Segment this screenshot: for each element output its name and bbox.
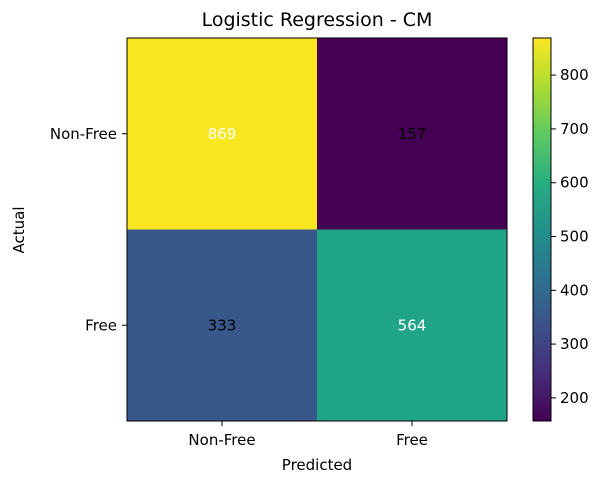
heatmap-cell (317, 229, 507, 421)
colorbar-tick-label: 200 (560, 389, 589, 407)
heatmap-cells (127, 38, 507, 421)
colorbar-tick-label: 300 (560, 335, 589, 353)
colorbar-tick-label: 600 (560, 174, 589, 192)
colorbar-ticks: 200 300 400 500 600 700 800 (551, 66, 589, 407)
x-axis-ticks: Non-Free Free (188, 421, 428, 449)
cell-value-label: 333 (208, 316, 237, 334)
heatmap-cell (127, 229, 317, 421)
y-tick-label: Free (85, 316, 117, 334)
colorbar-tick-label: 700 (560, 120, 589, 138)
cell-value-label: 157 (398, 125, 427, 143)
y-axis-label: Actual (10, 207, 28, 254)
x-tick-label: Free (396, 431, 428, 449)
x-tick-label: Non-Free (188, 431, 255, 449)
colorbar-tick-label: 400 (560, 281, 589, 299)
heatmap-cell (317, 38, 507, 230)
heatmap-cell (127, 38, 317, 230)
y-tick-label: Non-Free (50, 125, 117, 143)
x-axis-label: Predicted (282, 456, 352, 474)
colorbar (532, 37, 552, 422)
colorbar-tick-label: 800 (560, 66, 589, 84)
cell-value-label: 564 (398, 316, 427, 334)
chart-title: Logistic Regression - CM (202, 9, 433, 31)
plot-frame (126, 37, 508, 422)
y-axis-ticks: Non-Free Free (50, 125, 127, 334)
heatmap-cell-labels: 869 157 333 564 (208, 125, 427, 335)
cell-value-label: 869 (208, 125, 237, 143)
colorbar-tick-label: 500 (560, 227, 589, 245)
